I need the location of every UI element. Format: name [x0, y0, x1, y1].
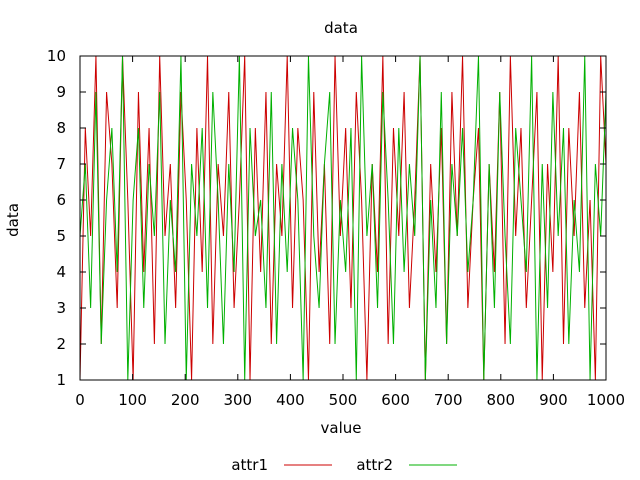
legend: attr1 attr2: [231, 456, 457, 474]
x-tick-label: 200: [171, 391, 200, 409]
x-tick-label: 1000: [587, 391, 625, 409]
y-axis: 1 2 3 4 5 6 7 8 9 10: [47, 47, 606, 389]
x-tick-label: 400: [276, 391, 305, 409]
x-tick-label: 600: [381, 391, 410, 409]
y-tick-label: 8: [56, 119, 66, 137]
x-axis: 0 100 200 300 400 500 600 700 800 900 1000: [75, 56, 625, 409]
x-tick-label: 100: [118, 391, 147, 409]
y-axis-label: data: [4, 203, 22, 237]
x-tick-label: 500: [329, 391, 358, 409]
x-tick-label: 0: [75, 391, 85, 409]
x-tick-label: 700: [434, 391, 463, 409]
x-tick-label: 300: [223, 391, 252, 409]
y-tick-label: 10: [47, 47, 66, 65]
legend-label-attr1: attr1: [231, 456, 268, 474]
y-tick-label: 9: [56, 83, 66, 101]
y-tick-label: 1: [56, 371, 66, 389]
y-tick-label: 3: [56, 299, 66, 317]
series-line-attr2: [80, 56, 606, 380]
y-tick-label: 6: [56, 191, 66, 209]
x-tick-label: 900: [539, 391, 568, 409]
series-line-attr1: [80, 56, 606, 380]
y-tick-label: 5: [56, 227, 66, 245]
x-axis-label: value: [321, 419, 362, 437]
y-tick-label: 2: [56, 335, 66, 353]
chart-title: data: [324, 19, 358, 37]
x-tick-label: 800: [486, 391, 515, 409]
legend-label-attr2: attr2: [356, 456, 393, 474]
y-tick-label: 4: [56, 263, 66, 281]
y-tick-label: 7: [56, 155, 66, 173]
